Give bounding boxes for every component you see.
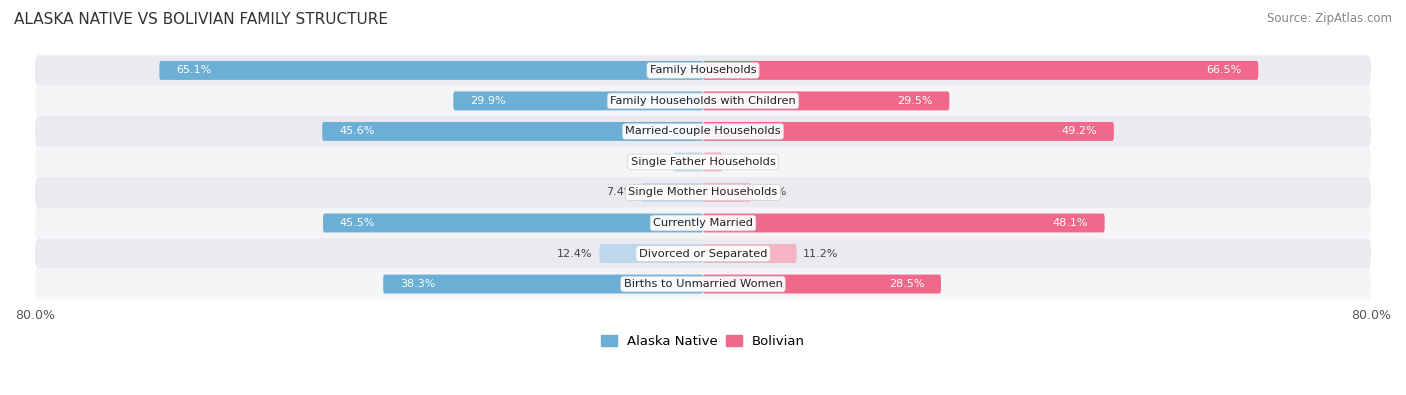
Text: 45.6%: 45.6%: [339, 126, 374, 136]
FancyBboxPatch shape: [703, 92, 949, 110]
FancyBboxPatch shape: [703, 61, 1258, 80]
FancyBboxPatch shape: [703, 244, 797, 263]
FancyBboxPatch shape: [323, 214, 703, 233]
Text: Family Households with Children: Family Households with Children: [610, 96, 796, 106]
Legend: Alaska Native, Bolivian: Alaska Native, Bolivian: [596, 329, 810, 353]
Text: 49.2%: 49.2%: [1062, 126, 1097, 136]
FancyBboxPatch shape: [35, 116, 1371, 147]
Text: 29.9%: 29.9%: [470, 96, 506, 106]
FancyBboxPatch shape: [35, 238, 1371, 269]
Text: 3.5%: 3.5%: [638, 157, 666, 167]
Text: 65.1%: 65.1%: [176, 66, 211, 75]
Text: 2.3%: 2.3%: [728, 157, 758, 167]
Text: 7.4%: 7.4%: [606, 188, 634, 198]
FancyBboxPatch shape: [159, 61, 703, 80]
FancyBboxPatch shape: [35, 55, 1371, 86]
FancyBboxPatch shape: [35, 177, 1371, 208]
FancyBboxPatch shape: [322, 122, 703, 141]
Text: Births to Unmarried Women: Births to Unmarried Women: [624, 279, 782, 289]
FancyBboxPatch shape: [703, 214, 1105, 233]
FancyBboxPatch shape: [673, 152, 703, 171]
Text: 5.8%: 5.8%: [758, 188, 786, 198]
FancyBboxPatch shape: [35, 269, 1371, 299]
FancyBboxPatch shape: [703, 122, 1114, 141]
FancyBboxPatch shape: [703, 152, 723, 171]
Text: Single Mother Households: Single Mother Households: [628, 188, 778, 198]
FancyBboxPatch shape: [35, 147, 1371, 177]
Text: 29.5%: 29.5%: [897, 96, 932, 106]
Text: 48.1%: 48.1%: [1053, 218, 1088, 228]
Text: 66.5%: 66.5%: [1206, 66, 1241, 75]
FancyBboxPatch shape: [641, 183, 703, 202]
FancyBboxPatch shape: [384, 275, 703, 293]
FancyBboxPatch shape: [599, 244, 703, 263]
Text: 45.5%: 45.5%: [340, 218, 375, 228]
FancyBboxPatch shape: [453, 92, 703, 110]
Text: 12.4%: 12.4%: [557, 248, 593, 258]
FancyBboxPatch shape: [703, 275, 941, 293]
Text: Single Father Households: Single Father Households: [631, 157, 775, 167]
Text: Currently Married: Currently Married: [652, 218, 754, 228]
FancyBboxPatch shape: [35, 86, 1371, 116]
Text: Divorced or Separated: Divorced or Separated: [638, 248, 768, 258]
Text: Family Households: Family Households: [650, 66, 756, 75]
Text: ALASKA NATIVE VS BOLIVIAN FAMILY STRUCTURE: ALASKA NATIVE VS BOLIVIAN FAMILY STRUCTU…: [14, 12, 388, 27]
Text: 28.5%: 28.5%: [889, 279, 924, 289]
FancyBboxPatch shape: [35, 208, 1371, 238]
Text: Source: ZipAtlas.com: Source: ZipAtlas.com: [1267, 12, 1392, 25]
Text: 11.2%: 11.2%: [803, 248, 838, 258]
Text: 38.3%: 38.3%: [399, 279, 436, 289]
Text: Married-couple Households: Married-couple Households: [626, 126, 780, 136]
FancyBboxPatch shape: [703, 183, 751, 202]
